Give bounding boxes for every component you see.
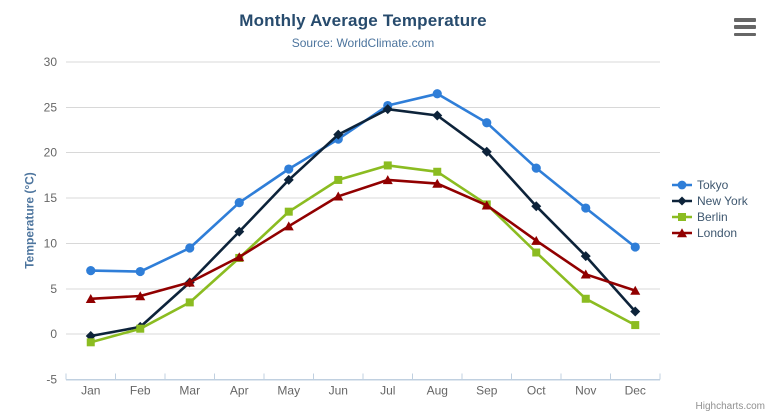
series-new-york <box>85 104 641 341</box>
legend-item-tokyo[interactable]: Tokyo <box>672 177 748 193</box>
marker-berlin[interactable] <box>334 175 343 184</box>
series-tokyo <box>86 89 640 277</box>
y-axis-tick-label: 10 <box>44 236 58 250</box>
marker-new-york[interactable] <box>333 129 344 140</box>
y-axis-tick-label: 15 <box>44 191 58 205</box>
marker-new-york[interactable] <box>432 110 443 121</box>
marker-tokyo[interactable] <box>581 203 591 213</box>
marker-berlin[interactable] <box>383 161 392 170</box>
legend-item-london[interactable]: London <box>672 225 748 241</box>
marker-new-york[interactable] <box>382 104 393 115</box>
marker-new-york[interactable] <box>630 306 641 317</box>
legend-label: Tokyo <box>697 178 729 192</box>
marker-tokyo[interactable] <box>234 198 244 208</box>
marker-tokyo[interactable] <box>185 243 195 253</box>
marker-tokyo[interactable] <box>482 118 492 128</box>
x-axis-tick-label: Apr <box>230 384 249 398</box>
marker-new-york[interactable] <box>531 201 542 212</box>
marker-berlin[interactable] <box>631 321 640 330</box>
marker-new-york[interactable] <box>580 251 591 262</box>
series-line-london[interactable] <box>89 178 637 301</box>
marker-london[interactable] <box>531 235 542 245</box>
legend-symbol-diamond-icon <box>672 196 692 206</box>
marker-london[interactable] <box>135 291 146 301</box>
hamburger-icon <box>734 32 756 36</box>
x-axis-tick-label: Jun <box>329 384 348 398</box>
hamburger-icon <box>734 18 756 22</box>
legend-symbol-triangle-icon <box>672 228 692 238</box>
chart-subtitle: Source: WorldClimate.com <box>291 36 435 50</box>
legend-item-berlin[interactable]: Berlin <box>672 209 748 225</box>
marker-tokyo[interactable] <box>630 242 640 252</box>
x-axis-tick-label: Jan <box>81 384 100 398</box>
marker-london[interactable] <box>432 178 443 188</box>
x-axis-tick-label: Aug <box>427 384 448 398</box>
marker-berlin[interactable] <box>433 167 442 176</box>
marker-london[interactable] <box>382 175 393 185</box>
hamburger-icon <box>734 25 756 29</box>
marker-london[interactable] <box>184 277 195 287</box>
marker-berlin[interactable] <box>581 294 590 303</box>
x-axis-tick-label: May <box>277 384 300 398</box>
marker-london[interactable] <box>85 293 96 303</box>
legend-symbol-square-icon <box>672 213 692 221</box>
chart-title: Monthly Average Temperature <box>239 11 487 30</box>
y-axis-tick-label: 0 <box>50 327 57 341</box>
marker-tokyo[interactable] <box>284 164 294 174</box>
export-menu-button[interactable] <box>732 16 758 38</box>
marker-london[interactable] <box>283 221 294 231</box>
marker-berlin[interactable] <box>185 298 194 307</box>
marker-tokyo[interactable] <box>86 266 96 276</box>
marker-london[interactable] <box>333 191 344 201</box>
marker-london[interactable] <box>580 269 591 279</box>
marker-berlin[interactable] <box>284 207 293 216</box>
marker-new-york[interactable] <box>234 226 245 237</box>
marker-new-york[interactable] <box>481 146 492 157</box>
y-axis-tick-label: 20 <box>44 146 58 160</box>
series-line-new-york[interactable] <box>89 107 637 338</box>
marker-tokyo[interactable] <box>531 163 541 173</box>
x-axis-tick-label: Feb <box>130 384 151 398</box>
marker-tokyo[interactable] <box>135 266 145 277</box>
marker-london[interactable] <box>481 200 492 210</box>
y-axis-tick-label: 30 <box>44 55 58 69</box>
series-london <box>85 175 641 303</box>
marker-london[interactable] <box>630 285 641 295</box>
marker-berlin[interactable] <box>532 248 541 257</box>
series-line-berlin[interactable] <box>89 164 637 344</box>
credits-link[interactable]: Highcharts.com <box>695 401 765 412</box>
x-axis-tick-label: Jul <box>380 384 395 398</box>
x-axis-tick-label: Oct <box>527 384 546 398</box>
y-axis-tick-label: 25 <box>44 100 58 114</box>
x-axis-tick-label: Sep <box>476 384 498 398</box>
legend-symbol-circle-icon <box>672 180 692 190</box>
legend-item-new-york[interactable]: New York <box>672 193 748 209</box>
marker-tokyo[interactable] <box>432 89 442 99</box>
x-axis-tick-label: Nov <box>575 384 596 398</box>
marker-new-york[interactable] <box>283 174 294 185</box>
marker-london[interactable] <box>234 252 245 262</box>
x-axis-tick-label: Dec <box>625 384 646 398</box>
marker-berlin[interactable] <box>86 338 95 347</box>
y-axis-tick-label: 5 <box>50 282 57 296</box>
legend-label: Berlin <box>697 210 728 224</box>
legend-label: New York <box>697 194 748 208</box>
marker-berlin[interactable] <box>136 324 145 333</box>
legend-label: London <box>697 226 738 240</box>
legend: Tokyo New York Berlin London <box>672 177 748 241</box>
x-axis-tick-label: Mar <box>179 384 200 398</box>
y-axis-tick-label: -5 <box>46 373 57 387</box>
